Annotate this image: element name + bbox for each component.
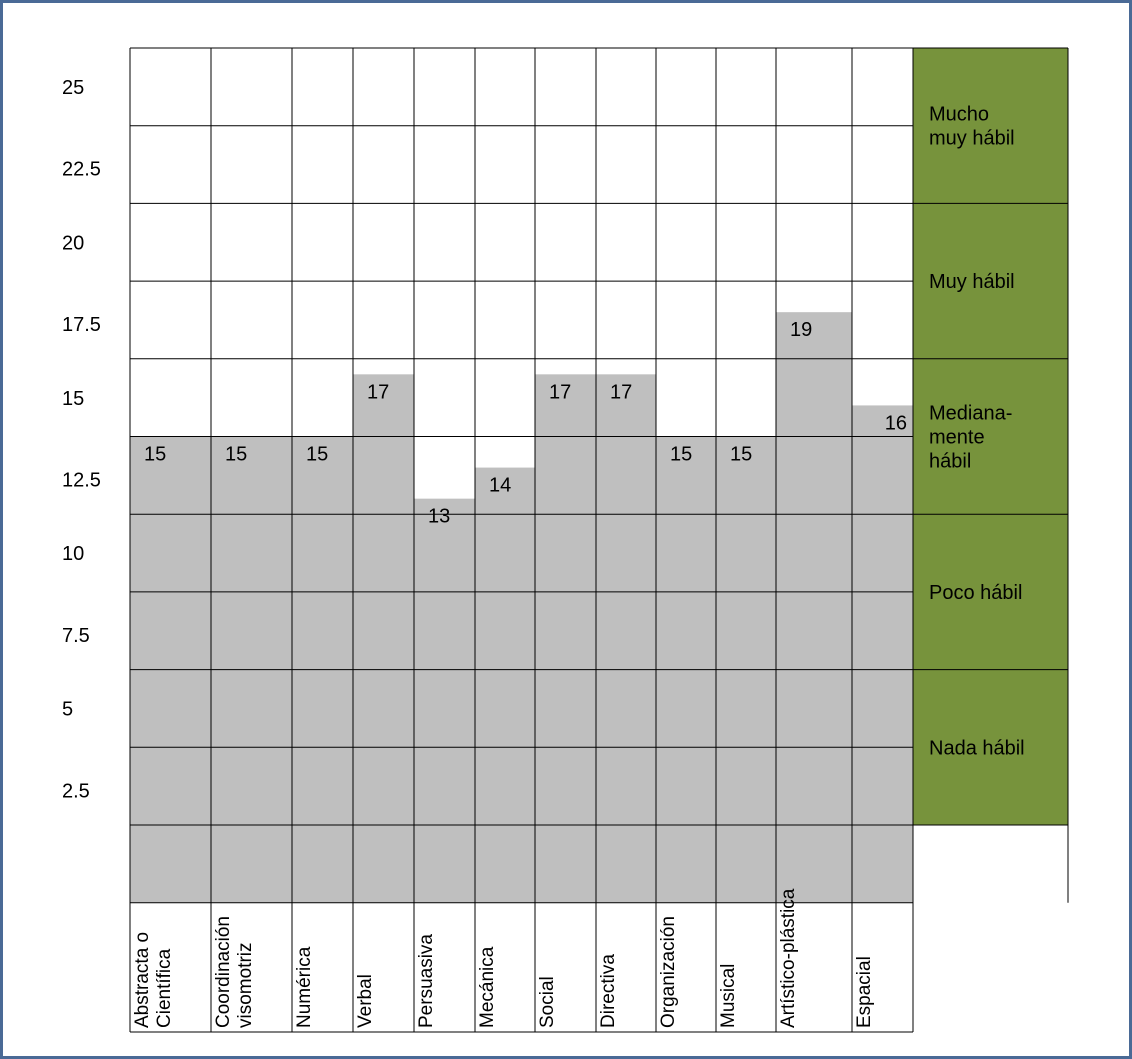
category-label: Verbal <box>355 974 376 1028</box>
data-label: 16 <box>885 412 907 434</box>
data-label: 13 <box>428 506 450 528</box>
band-cell <box>913 48 1068 204</box>
bar-4 <box>353 374 414 903</box>
y-tick-label: 25 <box>62 77 84 99</box>
category-label: Artístico-plástica <box>778 888 799 1028</box>
bar-12 <box>852 405 913 903</box>
data-label: 17 <box>610 381 632 403</box>
y-tick-label: 17.5 <box>62 314 101 336</box>
data-label: 15 <box>730 444 752 466</box>
category-label: Numérica <box>294 946 315 1028</box>
category-label: Persuasiva <box>416 934 437 1028</box>
data-label: 19 <box>790 319 812 341</box>
band-label: Muy hábil <box>929 271 1015 293</box>
band-cell <box>913 203 1068 359</box>
y-tick-label: 5 <box>62 699 73 721</box>
y-tick-label: 22.5 <box>62 159 101 181</box>
band-label: Poco hábil <box>929 582 1022 604</box>
bar-7 <box>535 374 596 903</box>
band-cell <box>913 669 1068 825</box>
y-tick-label: 2.5 <box>62 780 90 802</box>
category-label: Social <box>537 976 558 1028</box>
data-label: 15 <box>306 444 328 466</box>
category-label: Organización <box>658 916 679 1028</box>
bar-6 <box>475 467 535 903</box>
data-label: 17 <box>367 381 389 403</box>
y-tick-label: 20 <box>62 232 84 254</box>
data-label: 17 <box>549 381 571 403</box>
data-label: 14 <box>489 475 511 497</box>
category-label: Directiva <box>598 954 619 1028</box>
bar-8 <box>596 374 656 903</box>
band-label: Nada hábil <box>929 737 1025 759</box>
category-label: Espacial <box>854 956 875 1028</box>
band-cell <box>913 514 1068 670</box>
data-label: 15 <box>670 444 692 466</box>
y-tick-label: 10 <box>62 543 84 565</box>
y-tick-label: 12.5 <box>62 470 101 492</box>
band-cell <box>913 358 1068 515</box>
bar-11 <box>776 312 852 903</box>
data-label: 15 <box>144 444 166 466</box>
category-label: Musical <box>718 964 739 1028</box>
band-label: Mediana-mente hábil <box>929 403 1012 473</box>
y-tick-label: 15 <box>62 388 84 410</box>
y-tick-label: 7.5 <box>62 625 90 647</box>
category-label: Abstracta oCientífica <box>132 932 175 1028</box>
category-label: Coordinaciónvisomotriz <box>213 916 256 1028</box>
bar-5 <box>414 498 475 903</box>
category-label: Mecánica <box>477 946 498 1028</box>
band-label: Mucho muy hábil <box>929 104 1015 150</box>
data-label: 15 <box>225 444 247 466</box>
